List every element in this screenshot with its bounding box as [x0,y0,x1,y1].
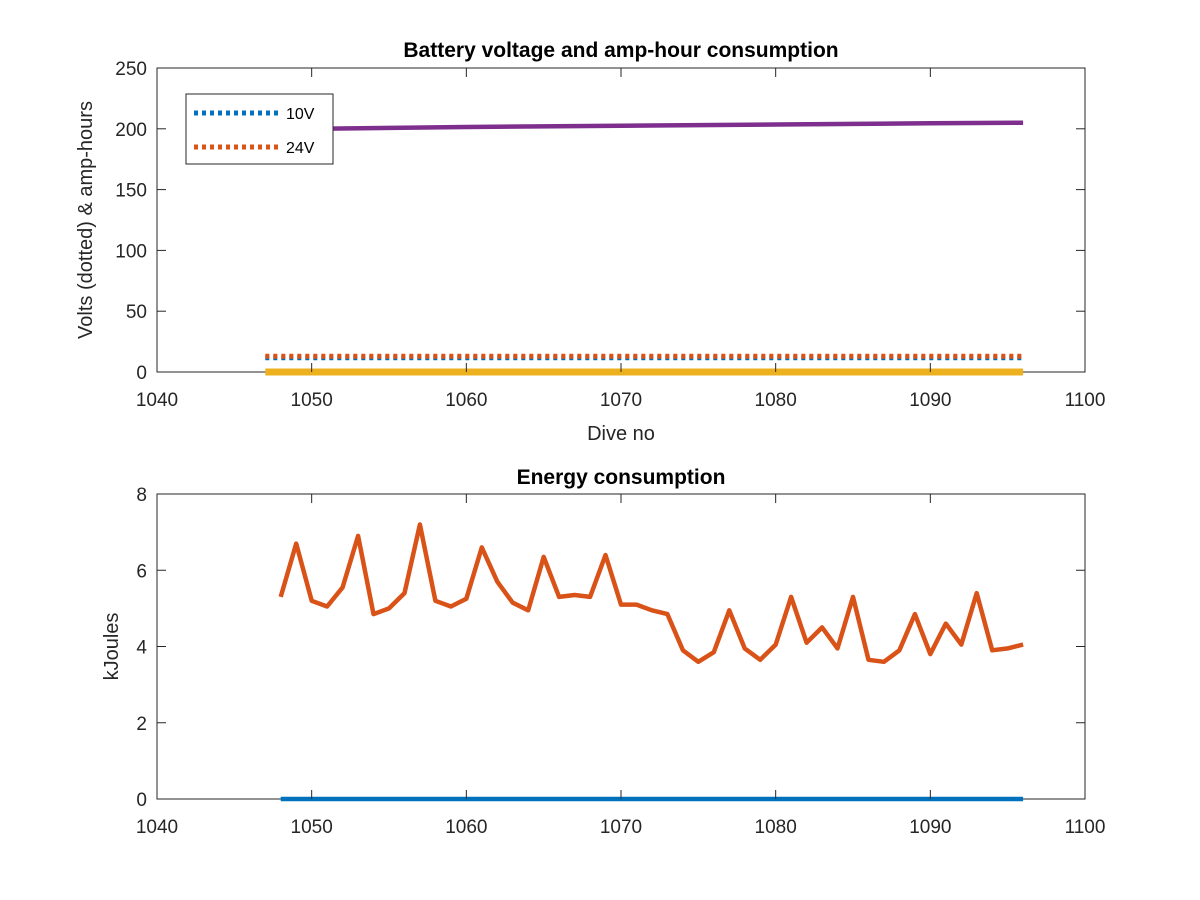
y-tick-label: 100 [115,241,147,262]
chart-title: Battery voltage and amp-hour consumption [403,39,838,62]
x-tick-label: 1060 [445,817,487,838]
legend-label-10v: 10V [286,106,315,123]
y-axis-label: kJoules [101,613,123,681]
legend: 10V 24V [185,93,334,165]
x-tick-label: 1090 [909,817,951,838]
series-line-3 [265,120,1024,132]
x-tick-label: 1100 [1065,390,1106,411]
x-tick-label: 1050 [291,390,333,411]
x-tick-label: 1070 [600,817,642,838]
y-tick-label: 4 [136,638,147,659]
legend-label-24v: 24V [286,140,315,157]
x-tick-label: 1080 [755,817,797,838]
y-tick-label: 6 [136,561,147,582]
axes-box [156,493,1086,800]
x-tick-label: 1040 [136,390,178,411]
y-tick-label: 8 [136,485,147,506]
y-axis-label: Volts (dotted) & amp-hours [75,101,97,339]
y-tick-label: 50 [126,302,147,323]
x-tick-label: 1070 [600,390,642,411]
series-line-1 [278,522,1024,665]
legend-box [185,93,334,165]
y-tick-label: 150 [115,181,147,202]
chart-title: Energy consumption [517,466,726,489]
x-tick-label: 1050 [291,817,333,838]
y-tick-label: 250 [115,59,147,80]
x-tick-label: 1080 [755,390,797,411]
y-tick-label: 0 [136,790,147,811]
voltage-amp-hour-plot: 1040 1050 1060 1070 1080 1090 1100 0 50 100 150 200… [75,39,1105,445]
x-tick-label: 1040 [136,817,178,838]
y-tick-label: 200 [115,120,147,141]
x-tick-label: 1090 [909,390,951,411]
y-tick-label: 0 [136,363,147,384]
y-tick-label: 2 [136,714,147,735]
x-tick-label: 1060 [445,390,487,411]
x-axis-label: Dive no [587,423,655,445]
energy-consumption-plot: 1040 1050 1060 1070 1080 1090 1100 0 2 4 6 8 Energy … [101,466,1105,838]
x-tick-label: 1100 [1065,817,1106,838]
